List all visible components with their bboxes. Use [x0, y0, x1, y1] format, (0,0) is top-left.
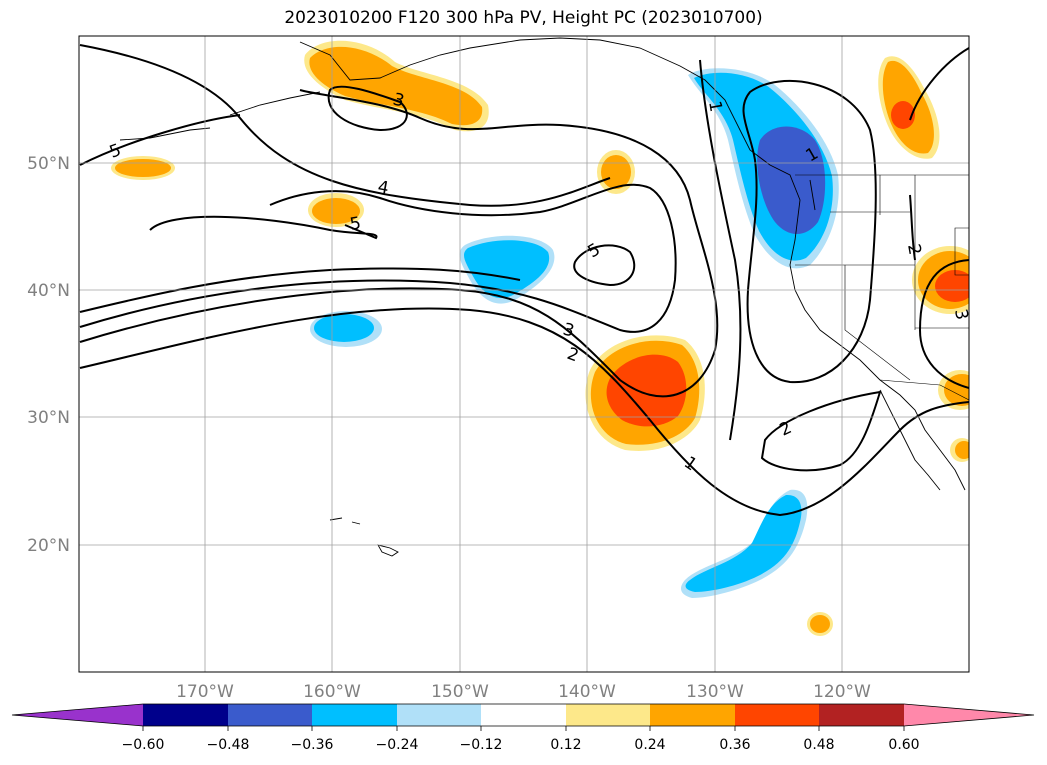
lon-label: 160°W [303, 682, 361, 702]
contour-label: 3 [561, 320, 577, 342]
colorbar-tick-label: −0.36 [291, 737, 334, 753]
contour-label: 5 [348, 213, 362, 235]
lon-label: 120°W [813, 682, 871, 702]
colorbar-tick-label: 0.60 [888, 737, 919, 753]
colorbar-segment [397, 704, 481, 726]
colorbar-min-extension [12, 704, 143, 726]
colorbar-tick-label: 0.24 [634, 737, 665, 753]
gridlines [79, 36, 969, 672]
lon-label: 150°W [431, 682, 489, 702]
map-title: 2023010200 F120 300 hPa PV, Height PC (2… [284, 8, 763, 28]
colorbar-segment [312, 704, 397, 726]
contour-label: 2 [903, 242, 925, 256]
colorbar-tick-label: 0.48 [803, 737, 834, 753]
longitude-labels: 170°W 160°W 150°W 140°W 130°W 120°W [176, 682, 871, 702]
colorbar-max-extension [904, 704, 1034, 726]
colorbar-segment [481, 704, 566, 726]
colorbar: −0.60 −0.48 −0.36 −0.24 −0.12 0.12 0.24 … [11, 703, 1035, 753]
colorbar-segment [819, 704, 904, 726]
political-boundaries [795, 174, 969, 401]
lat-label: 50°N [27, 154, 70, 174]
contour-label: 1 [704, 99, 726, 113]
colorbar-segment [650, 704, 735, 726]
lat-label: 30°N [27, 408, 70, 428]
colorbar-segment [228, 704, 312, 726]
colorbar-tick-label: 0.12 [550, 737, 581, 753]
latitude-labels: 50°N 40°N 30°N 20°N [27, 154, 70, 556]
colorbar-segment [735, 704, 819, 726]
lon-label: 140°W [558, 682, 616, 702]
colorbar-tick-label: −0.60 [122, 737, 165, 753]
contour-label: 3 [391, 90, 407, 112]
map-area [79, 36, 969, 672]
colorbar-tick-label: −0.12 [460, 737, 503, 753]
lon-label: 130°W [686, 682, 744, 702]
lat-label: 40°N [27, 281, 70, 301]
colorbar-labels: −0.60 −0.48 −0.36 −0.24 −0.12 0.12 0.24 … [122, 737, 920, 753]
colorbar-segment [143, 704, 228, 726]
pv-shading [111, 40, 969, 636]
colorbar-ticks [142, 726, 905, 731]
colorbar-tick-label: −0.24 [376, 737, 419, 753]
map-frame [78, 35, 970, 673]
lon-label: 170°W [176, 682, 234, 702]
colorbar-tick-label: 0.36 [719, 737, 750, 753]
lat-label: 20°N [27, 536, 70, 556]
contour-label: 4 [376, 177, 390, 199]
colorbar-tick-label: −0.48 [207, 737, 250, 753]
colorbar-segment [566, 704, 650, 726]
contour-label: 3 [950, 307, 972, 321]
coastlines [119, 37, 966, 557]
